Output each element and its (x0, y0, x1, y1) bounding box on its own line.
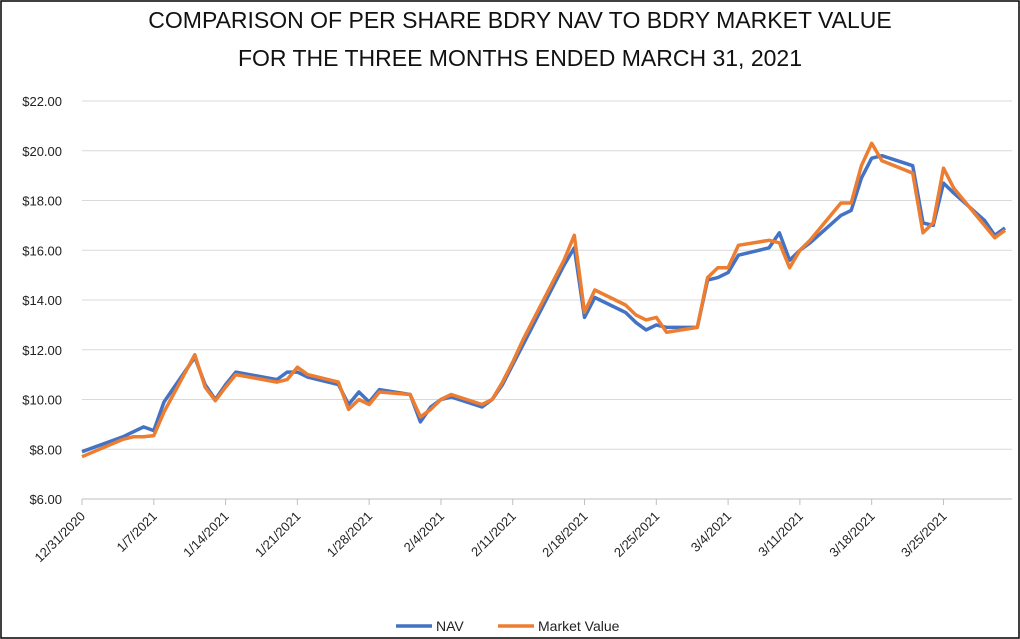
legend-label: NAV (436, 618, 464, 634)
y-tick-label: $10.00 (22, 393, 62, 408)
chart-title: COMPARISON OF PER SHARE BDRY NAV TO BDRY… (148, 7, 891, 33)
y-tick-label: $12.00 (22, 343, 62, 358)
series-line (81, 153, 1007, 454)
legend-label: Market Value (538, 618, 620, 634)
chart-subtitle: FOR THE THREE MONTHS ENDED MARCH 31, 202… (238, 45, 802, 71)
y-tick-label: $14.00 (22, 293, 62, 308)
y-tick-label: $18.00 (22, 194, 62, 209)
y-tick-label: $8.00 (29, 442, 62, 457)
y-tick-label: $20.00 (22, 144, 62, 159)
series-line (81, 141, 1007, 459)
y-tick-label: $22.00 (22, 94, 62, 109)
y-tick-label: $16.00 (22, 243, 62, 258)
y-tick-label: $6.00 (29, 492, 62, 507)
